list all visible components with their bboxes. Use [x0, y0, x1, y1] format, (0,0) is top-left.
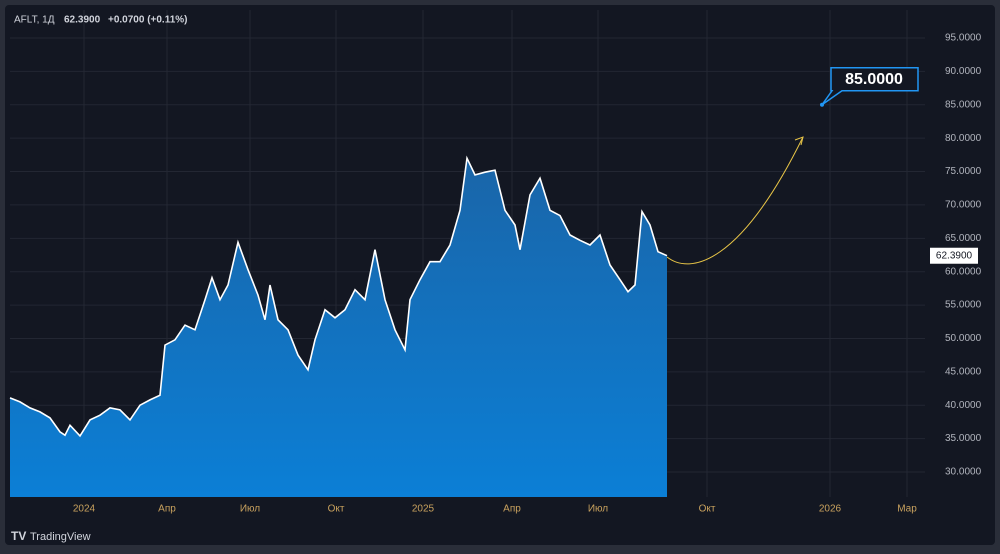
last-price: 62.3900	[64, 15, 101, 26]
y-tick-label: 50.0000	[945, 333, 982, 344]
y-tick-label: 60.0000	[945, 266, 982, 277]
arrow-head	[794, 136, 804, 146]
x-tick-label: 2025	[412, 504, 435, 515]
y-tick-label: 35.0000	[945, 433, 982, 444]
price-line	[9, 155, 668, 438]
brand-logo: TV	[11, 529, 26, 543]
annotation-label: 85.0000	[845, 71, 903, 88]
x-tick-label: Апр	[503, 504, 521, 515]
x-tick-label: Окт	[699, 504, 716, 515]
annotation-box	[821, 67, 919, 106]
x-tick-label: 2026	[819, 504, 842, 515]
y-tick-label: 85.0000	[945, 99, 982, 110]
y-tick-label: 70.0000	[945, 200, 982, 211]
price-tag-label: 62.3900	[936, 250, 973, 261]
x-tick-label: Мар	[897, 504, 917, 515]
x-tick-label: Июл	[588, 504, 608, 515]
y-tick-label: 30.0000	[945, 467, 982, 478]
y-tick-label: 65.0000	[945, 233, 982, 244]
y-tick-label: 95.0000	[945, 33, 982, 44]
y-tick-label: 40.0000	[945, 400, 982, 411]
price-change: +0.0700 (+0.11%)	[108, 15, 188, 26]
x-tick-label: Июл	[240, 504, 260, 515]
y-tick-label: 75.0000	[945, 166, 982, 177]
brand: TradingView	[30, 531, 91, 543]
y-tick-label: 90.0000	[945, 66, 982, 77]
x-tick-label: Окт	[328, 504, 345, 515]
x-tick-label: Апр	[158, 504, 176, 515]
y-tick-label: 45.0000	[945, 366, 982, 377]
y-tick-label: 55.0000	[945, 300, 982, 311]
y-tick-label: 80.0000	[945, 133, 982, 144]
symbol: AFLT, 1Д	[14, 15, 55, 26]
forecast-arrow	[666, 136, 804, 265]
price-tag	[930, 247, 978, 264]
area-fill	[10, 158, 667, 497]
x-tick-label: 2024	[73, 504, 96, 515]
